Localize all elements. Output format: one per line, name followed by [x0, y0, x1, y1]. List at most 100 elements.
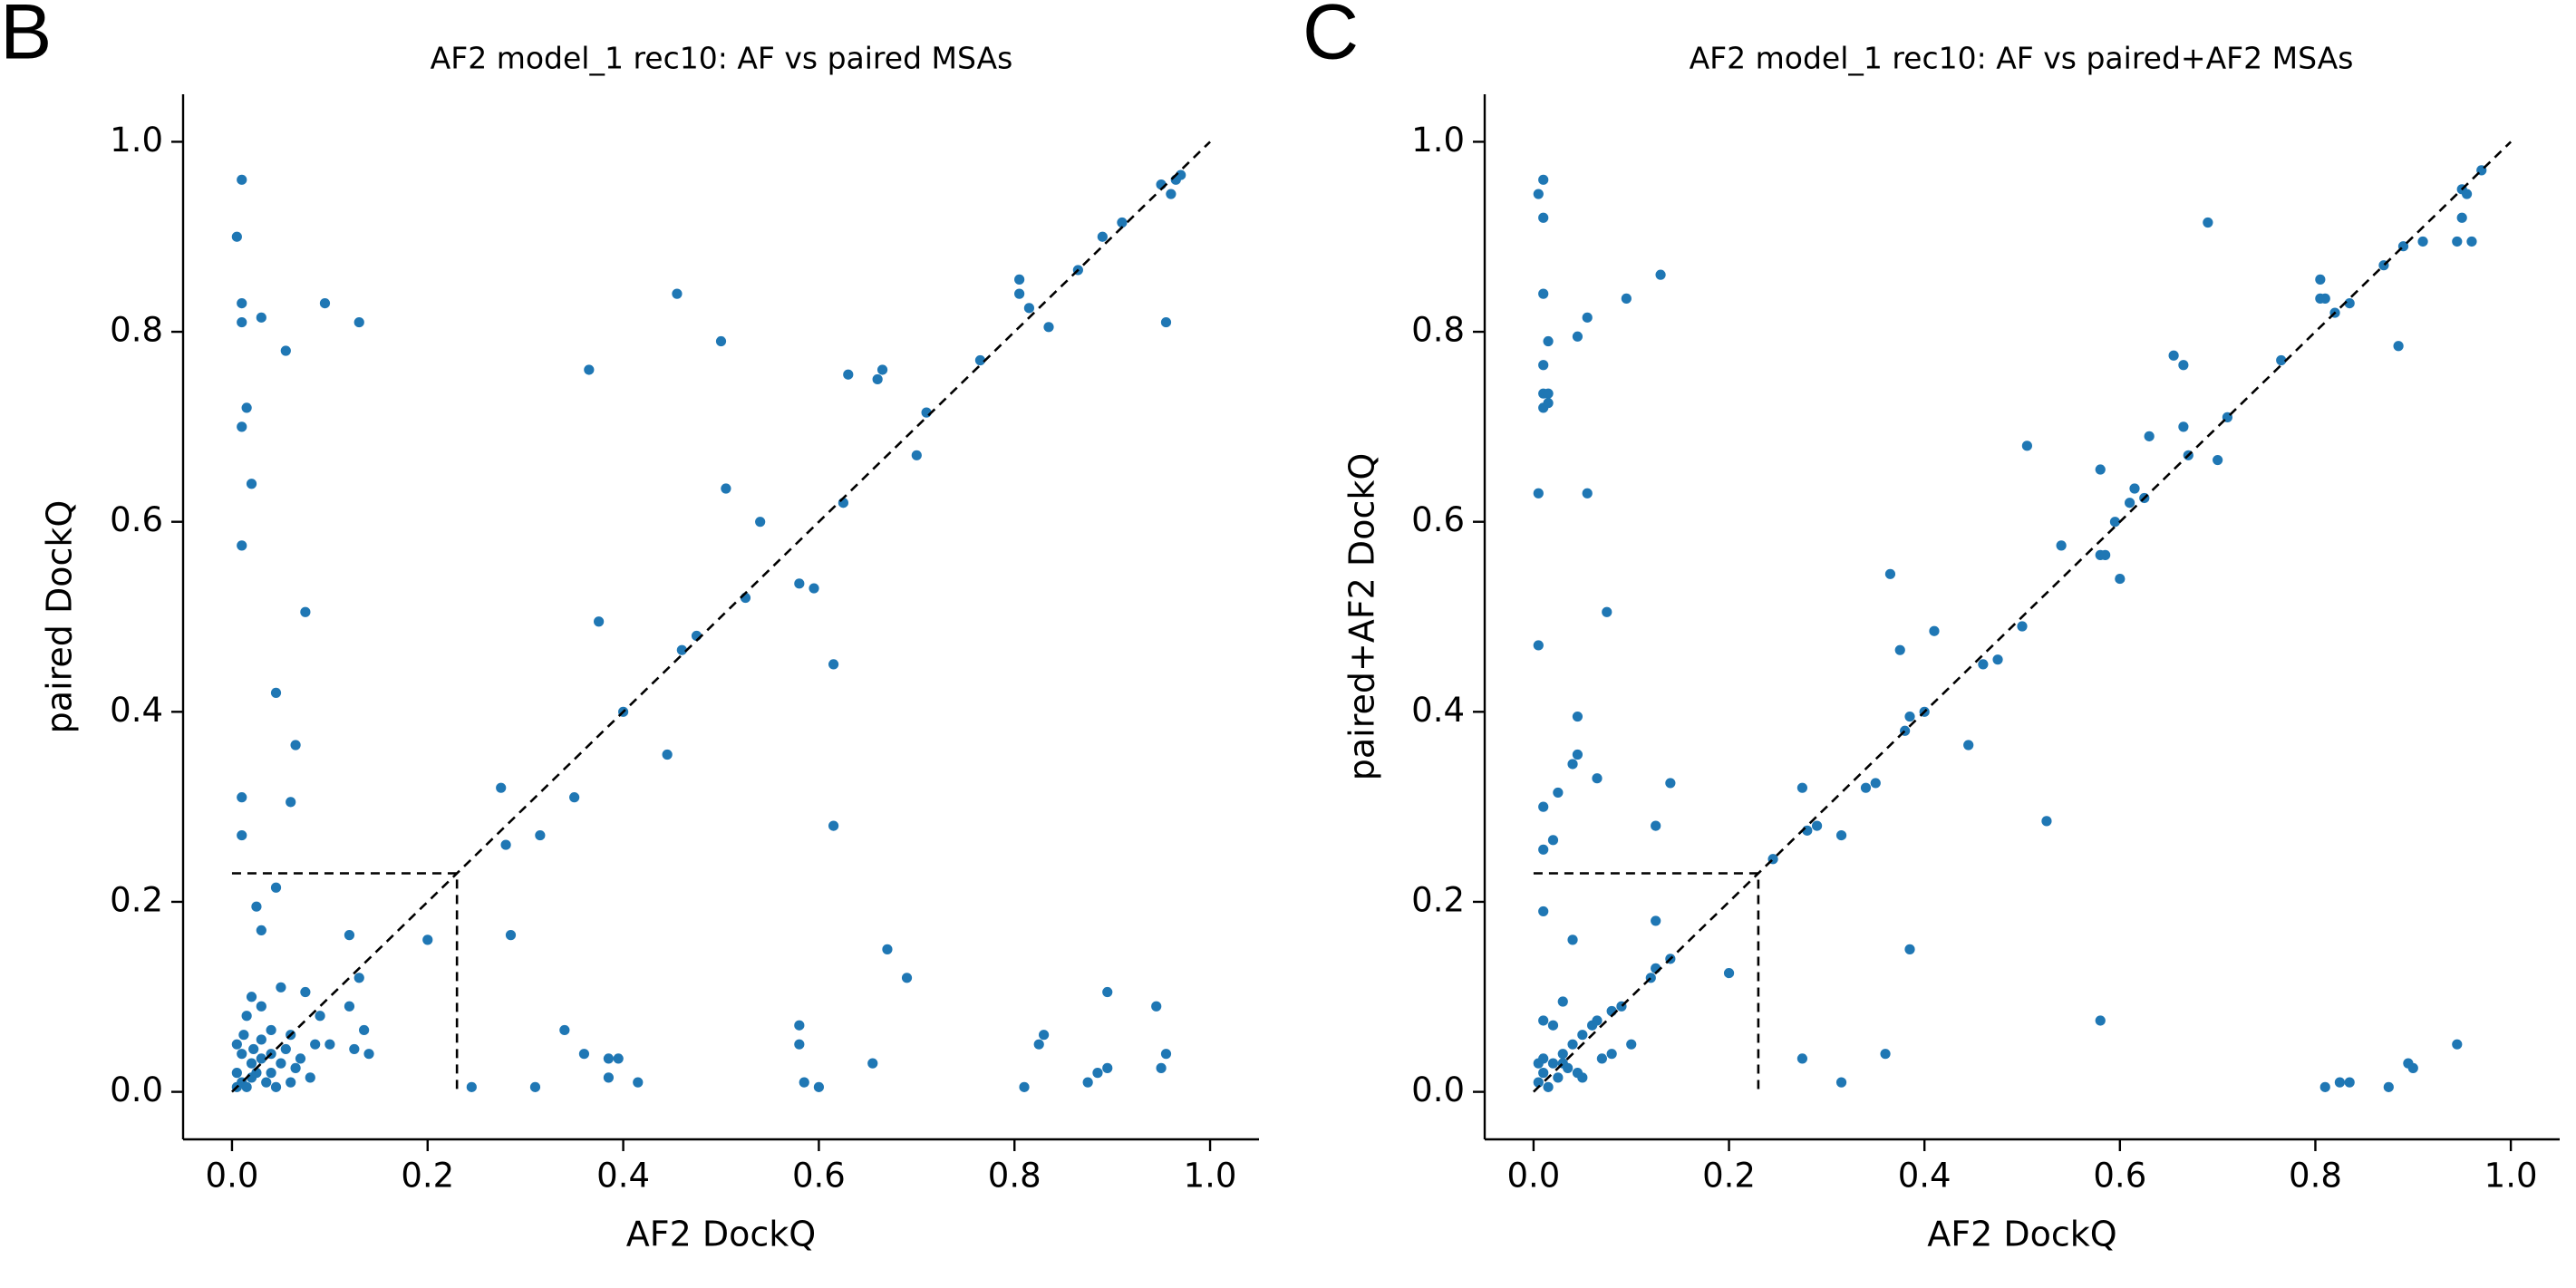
- point: [1577, 1030, 1588, 1041]
- point: [256, 925, 266, 935]
- point: [1533, 189, 1544, 199]
- point: [2319, 1081, 2330, 1092]
- point: [353, 316, 364, 328]
- point: [1567, 1039, 1578, 1050]
- point: [251, 901, 262, 912]
- point: [1929, 625, 1940, 636]
- point: [315, 1011, 325, 1022]
- point: [578, 1049, 590, 1060]
- point: [569, 792, 580, 803]
- point: [359, 1024, 370, 1036]
- point: [2334, 1077, 2346, 1088]
- point: [246, 1058, 257, 1069]
- point: [1160, 1049, 1172, 1060]
- point: [261, 1077, 272, 1088]
- point: [324, 1039, 335, 1050]
- point: [2456, 212, 2467, 223]
- point: [1992, 654, 2003, 665]
- point: [755, 517, 766, 528]
- point: [2466, 236, 2477, 247]
- y-tick-label: 0.2: [110, 880, 163, 919]
- point: [828, 659, 839, 670]
- x-axis-label: AF2 DockQ: [1927, 1215, 2116, 1254]
- point: [246, 479, 257, 489]
- point: [286, 797, 296, 808]
- point: [1547, 1058, 1559, 1069]
- point: [1572, 749, 1583, 760]
- point: [1533, 640, 1544, 651]
- point: [344, 1001, 355, 1012]
- y-axis-label: paired+AF2 DockQ: [1342, 453, 1382, 781]
- point: [1547, 1020, 1559, 1031]
- y-tick-label: 0.2: [1411, 880, 1465, 919]
- point: [344, 930, 355, 941]
- point: [2407, 1062, 2418, 1073]
- point: [2041, 816, 2052, 827]
- point: [794, 1020, 805, 1031]
- point: [231, 231, 242, 242]
- x-tick-label: 0.4: [1898, 1157, 1951, 1196]
- point: [1602, 606, 1612, 617]
- y-tick-label: 1.0: [110, 121, 163, 160]
- point: [1533, 488, 1544, 499]
- point: [1039, 1030, 1050, 1041]
- chart-title: AF2 model_1 rec10: AF vs paired MSAs: [431, 41, 1013, 76]
- point: [310, 1039, 321, 1050]
- point: [251, 1068, 262, 1079]
- point: [1557, 996, 1568, 1007]
- point: [2168, 350, 2179, 361]
- point: [1176, 169, 1186, 180]
- point: [2056, 540, 2067, 551]
- point: [2115, 573, 2126, 585]
- x-axis-label: AF2 DockQ: [626, 1215, 816, 1254]
- point: [237, 829, 247, 841]
- point: [584, 364, 595, 375]
- point: [286, 1077, 296, 1088]
- point: [1092, 1068, 1103, 1079]
- point: [1538, 905, 1549, 917]
- point: [1894, 644, 1905, 655]
- point: [1963, 740, 1974, 751]
- point: [1665, 778, 1676, 789]
- point: [290, 1062, 301, 1073]
- point: [237, 174, 247, 185]
- y-axis-label: paired DockQ: [40, 500, 80, 734]
- point: [237, 298, 247, 309]
- point: [319, 298, 331, 309]
- point: [2021, 441, 2032, 451]
- point: [672, 288, 683, 299]
- point: [1606, 1049, 1617, 1060]
- point: [1596, 1053, 1607, 1064]
- x-tick-label: 0.6: [792, 1157, 846, 1196]
- point: [270, 882, 282, 893]
- point: [1884, 568, 1896, 579]
- point: [1904, 711, 1915, 722]
- point: [2203, 217, 2213, 228]
- point: [828, 820, 839, 831]
- point: [2344, 1077, 2355, 1088]
- point: [1796, 1053, 1808, 1064]
- y-tick-label: 0.4: [1411, 691, 1465, 730]
- point: [1014, 288, 1025, 299]
- point: [256, 1034, 266, 1045]
- point: [2393, 341, 2404, 352]
- point: [1538, 288, 1549, 299]
- point: [676, 644, 687, 655]
- point: [633, 1077, 644, 1088]
- point: [276, 1058, 286, 1069]
- reference-line: [1533, 140, 2512, 1093]
- point: [1582, 312, 1593, 323]
- y-tick-label: 0.8: [110, 311, 163, 350]
- point: [241, 1081, 252, 1092]
- point: [290, 740, 301, 751]
- point: [266, 1068, 276, 1079]
- point: [280, 1043, 291, 1055]
- point: [872, 373, 883, 385]
- point: [2178, 360, 2189, 371]
- point: [1811, 820, 1823, 831]
- reference-line: [231, 872, 459, 1092]
- point: [363, 1049, 374, 1060]
- point: [241, 402, 252, 413]
- point: [1543, 335, 1554, 347]
